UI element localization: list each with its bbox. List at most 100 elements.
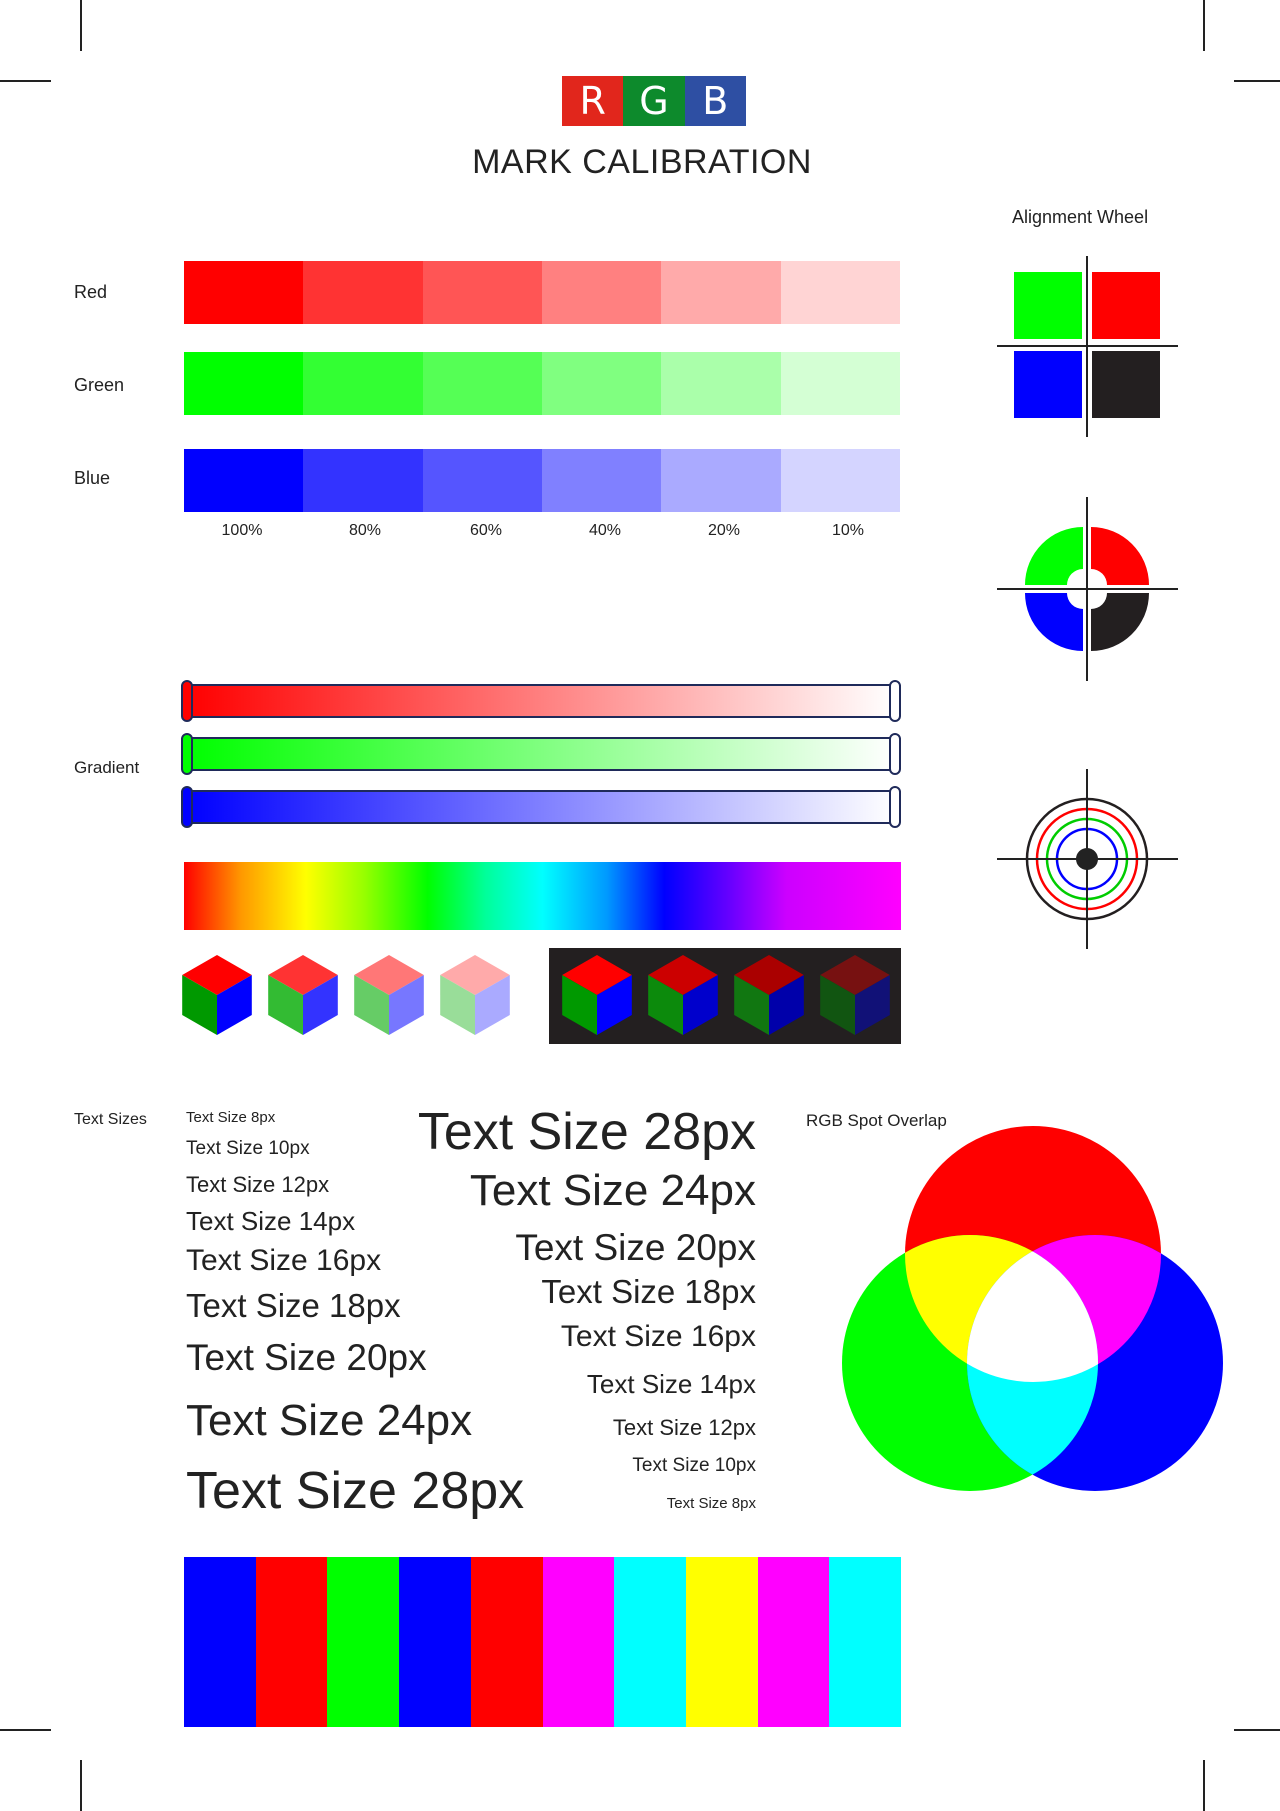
logo-letter-b: B <box>684 76 746 126</box>
spot-overlap-title: RGB Spot Overlap <box>806 1111 947 1130</box>
cube-face-left <box>440 975 475 1035</box>
tint-swatch-80 <box>303 261 423 324</box>
text-sample-right-10px: Text Size 10px <box>632 1455 756 1476</box>
text-sample-left-16px: Text Size 16px <box>186 1244 382 1277</box>
text-sample-right-20px: Text Size 20px <box>515 1227 756 1268</box>
text-sample-left-12px: Text Size 12px <box>186 1172 330 1197</box>
color-bar-6 <box>542 1557 615 1727</box>
color-bar-4 <box>399 1557 471 1727</box>
blue-tint-bar <box>184 449 900 512</box>
color-bar-9 <box>757 1557 830 1727</box>
tint-swatch-100 <box>184 261 304 324</box>
gradient-label: Gradient <box>74 758 140 777</box>
page-title: MARK CALIBRATION <box>472 143 812 181</box>
gradient-cap-left <box>181 786 193 828</box>
text-sample-right-16px: Text Size 16px <box>560 1320 756 1353</box>
cube-face-left <box>648 975 683 1035</box>
wheel-quadrant-black <box>1091 593 1149 651</box>
tint-swatch-80 <box>303 352 423 415</box>
cube-face-top <box>648 955 718 995</box>
tint-swatch-60 <box>422 449 542 512</box>
color-bar-8 <box>685 1557 758 1727</box>
rgb-logo: R G B <box>562 76 746 126</box>
text-sample-left-14px: Text Size 14px <box>186 1206 356 1236</box>
tint-swatch-60 <box>422 352 542 415</box>
cube-light-2 <box>268 955 338 1035</box>
cube-dark-1 <box>562 955 632 1035</box>
gradient-cap-left <box>181 680 193 722</box>
tint-swatch-40 <box>541 261 662 324</box>
row-label-red: Red <box>74 282 108 302</box>
cube-row <box>182 955 890 1035</box>
cube-dark-3 <box>734 955 804 1035</box>
red-gradient-bar <box>181 680 901 722</box>
text-sample-left-18px: Text Size 18px <box>186 1287 401 1324</box>
color-bar-10 <box>829 1557 902 1727</box>
row-label-blue: Blue <box>74 468 111 488</box>
color-bar-7 <box>614 1557 686 1727</box>
cube-face-left <box>562 975 597 1035</box>
text-sample-left-24px: Text Size 24px <box>186 1396 473 1445</box>
pct-label-40: 40% <box>588 522 622 539</box>
cube-light-3 <box>354 955 424 1035</box>
tint-swatch-10 <box>780 261 900 324</box>
square-green <box>1014 272 1082 339</box>
blue-gradient-bar <box>181 786 901 828</box>
logo-letter-r: R <box>562 76 624 126</box>
overlap-all <box>967 1235 1098 1382</box>
wheel-quadrant-red <box>1091 527 1149 585</box>
wheel-quadrant-blue <box>1025 593 1083 651</box>
cube-face-right <box>855 975 890 1035</box>
crop-mark-bottom-right-vertical <box>1203 1760 1205 1811</box>
color-bar-2 <box>255 1557 328 1727</box>
cube-face-right <box>303 975 338 1035</box>
square-black <box>1092 351 1160 418</box>
spectrum-gradient-bar <box>184 862 901 930</box>
gradient-fill <box>185 790 897 824</box>
text-sample-left-8px: Text Size 8px <box>186 1109 276 1126</box>
tint-swatch-20 <box>661 261 781 324</box>
crop-mark-bottom-left-vertical <box>80 1760 82 1811</box>
crop-mark-top-left-horizontal <box>0 80 51 82</box>
cube-light-1 <box>182 955 252 1035</box>
cube-face-right <box>769 975 804 1035</box>
text-sample-right-8px: Text Size 8px <box>666 1495 756 1512</box>
cube-face-top <box>820 955 890 995</box>
gradient-fill <box>185 737 897 771</box>
red-tint-bar <box>184 261 900 324</box>
pct-label-80: 80% <box>348 522 382 539</box>
color-bar-3 <box>327 1557 400 1727</box>
cube-face-right <box>389 975 424 1035</box>
pct-label-100: 100% <box>221 522 263 539</box>
crop-mark-top-right-horizontal <box>1234 80 1280 82</box>
color-bars <box>184 1557 902 1727</box>
text-sample-right-14px: Text Size 14px <box>586 1369 756 1399</box>
color-bar-1 <box>184 1557 256 1727</box>
text-sample-right-18px: Text Size 18px <box>541 1273 756 1310</box>
color-bar-5 <box>470 1557 543 1727</box>
cube-face-right <box>217 975 252 1035</box>
gradient-cap-right <box>889 733 901 775</box>
text-sample-left-20px: Text Size 20px <box>186 1337 427 1378</box>
alignment-wheel-title: Alignment Wheel <box>1012 207 1149 227</box>
row-label-green: Green <box>74 375 125 395</box>
cube-face-left <box>820 975 855 1035</box>
gradient-cap-right <box>889 786 901 828</box>
tint-swatch-60 <box>422 261 542 324</box>
wheel-quadrant-green <box>1025 527 1083 585</box>
green-tint-bar <box>184 352 900 415</box>
crop-mark-top-left-vertical <box>80 0 82 51</box>
cube-face-top <box>562 955 632 995</box>
crop-mark-bottom-left-horizontal <box>0 1729 51 1731</box>
cube-face-left <box>734 975 769 1035</box>
text-sample-right-12px: Text Size 12px <box>612 1415 756 1440</box>
cube-face-right <box>597 975 632 1035</box>
pct-label-60: 60% <box>469 522 503 539</box>
text-sample-right-28px: Text Size 28px <box>417 1103 756 1161</box>
tint-swatch-20 <box>661 352 781 415</box>
cube-face-top <box>182 955 252 995</box>
text-sample-right-24px: Text Size 24px <box>469 1166 756 1215</box>
square-red <box>1092 272 1160 339</box>
tint-swatch-100 <box>184 449 304 512</box>
tint-swatch-80 <box>303 449 423 512</box>
